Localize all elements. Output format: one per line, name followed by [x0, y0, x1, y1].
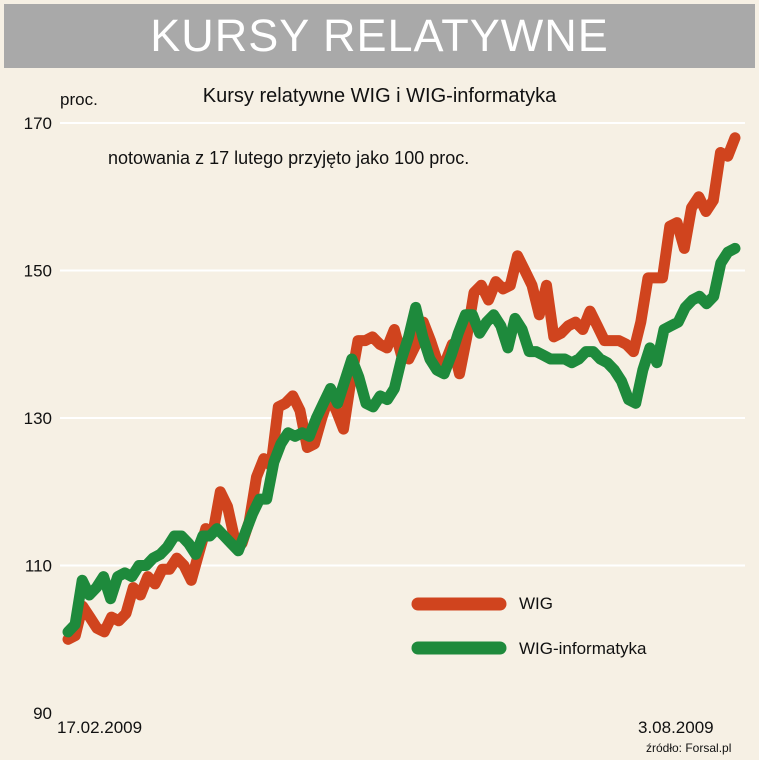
y-tick-label: 170	[24, 114, 52, 133]
y-tick-label: 110	[25, 557, 52, 576]
series-line-wig-informatyka	[62, 242, 741, 638]
chart-subtitle: notowania z 17 lutego przyjęto jako 100 …	[108, 148, 470, 168]
x-axis-start-label: 17.02.2009	[57, 718, 143, 737]
x-axis-end-label: 3.08.2009	[638, 718, 714, 737]
y-tick-label: 130	[24, 409, 52, 428]
legend-label-wig: WIG	[519, 594, 553, 613]
chart-title: Kursy relatywne WIG i WIG-informatyka	[202, 85, 557, 107]
y-axis-unit: proc.	[60, 90, 98, 109]
banner-title: KURSY RELATYWNE	[150, 10, 609, 61]
source-note: źródło: Forsal.pl	[646, 741, 732, 755]
legend-label-wig-informatyka: WIG-informatyka	[519, 639, 647, 658]
y-tick-label: 90	[33, 704, 52, 723]
banner: KURSY RELATYWNE	[4, 4, 755, 68]
y-tick-label: 150	[24, 262, 52, 281]
